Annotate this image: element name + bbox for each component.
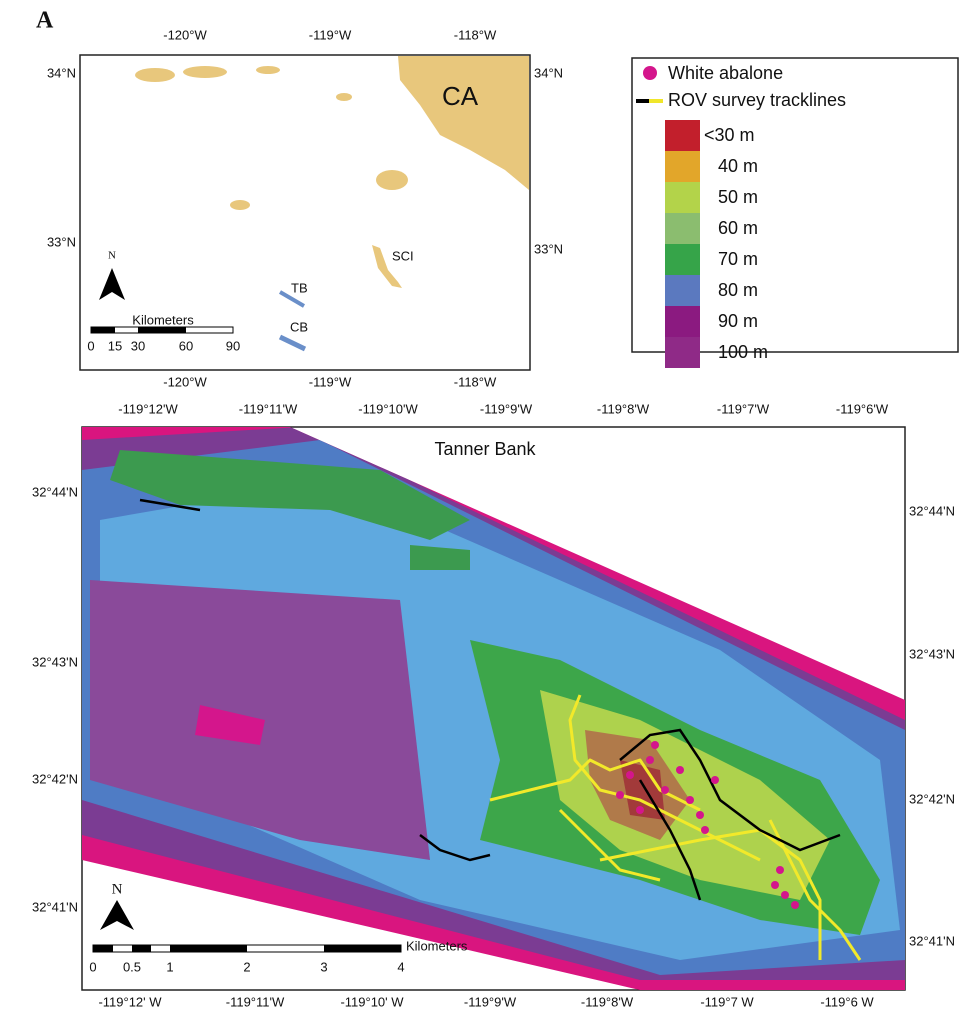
x-tick-label: -118°W — [454, 27, 497, 42]
x-tick-label: -119°7 W — [700, 994, 754, 1009]
legend-label: 70 m — [718, 249, 758, 269]
legend-swatch — [665, 244, 700, 275]
island — [256, 66, 280, 74]
legend-swatch — [665, 151, 700, 182]
scale-label: 60 — [179, 338, 193, 353]
scale-bar — [132, 945, 151, 952]
y-tick-label: 32°42'N — [909, 791, 955, 806]
legend-label: 80 m — [718, 280, 758, 300]
x-tick-label: -119°W — [309, 27, 352, 42]
scale-label: 30 — [131, 338, 145, 353]
x-tick-label: -119°11'W — [239, 401, 298, 416]
legend-label: 100 m — [718, 342, 768, 362]
x-tick-label: -119°W — [309, 374, 352, 389]
x-tick-label: -119°10' W — [340, 994, 404, 1009]
legend-swatch — [665, 306, 700, 337]
island — [135, 68, 175, 82]
x-tick-label: -119°12'W — [118, 401, 178, 416]
scale-bar — [324, 945, 401, 952]
y-tick-label: 32°44'N — [909, 503, 955, 518]
figure: A CA SCI TB CB N Kilometers White abalon… — [0, 0, 972, 1012]
legend-swatch — [665, 182, 700, 213]
scale-label: 90 — [226, 338, 240, 353]
island — [230, 200, 250, 210]
scale-label: 0.5 — [123, 959, 141, 974]
y-tick-label: 32°41'N — [32, 899, 78, 914]
legend-swatch — [665, 213, 700, 244]
island — [183, 66, 227, 78]
scale-bar — [138, 327, 186, 333]
x-tick-label: -120°W — [163, 27, 207, 42]
x-tick-label: -119°10'W — [358, 401, 418, 416]
x-tick-label: -120°W — [163, 374, 207, 389]
y-tick-label: 32°44'N — [32, 484, 78, 499]
legend-label: 60 m — [718, 218, 758, 238]
island — [376, 170, 408, 190]
x-tick-label: -119°8'W — [597, 401, 650, 416]
scale-label: 0 — [89, 959, 96, 974]
y-tick-label: 34°N — [47, 65, 76, 80]
scale-label: 3 — [320, 959, 327, 974]
scale-label: 15 — [108, 338, 122, 353]
legend-swatch — [665, 120, 700, 151]
north-label: N — [108, 250, 116, 262]
panel-label: A — [36, 8, 54, 34]
map-title: Tanner Bank — [434, 439, 536, 459]
legend-swatch — [665, 275, 700, 306]
legend-label: 40 m — [718, 156, 758, 176]
y-tick-label: 34°N — [534, 65, 563, 80]
x-tick-label: -118°W — [454, 374, 497, 389]
map-label: CB — [290, 319, 308, 334]
legend-label: 90 m — [718, 311, 758, 331]
y-tick-label: 33°N — [47, 234, 76, 249]
map-label: SCI — [392, 248, 414, 263]
island — [336, 93, 352, 101]
legend: White abalone ROV survey tracklines <30 … — [632, 58, 958, 368]
y-tick-label: 32°42'N — [32, 771, 78, 786]
y-tick-label: 32°43'N — [32, 654, 78, 669]
x-tick-label: -119°11'W — [226, 994, 285, 1009]
x-tick-label: -119°6 W — [820, 994, 874, 1009]
legend-label: 50 m — [718, 187, 758, 207]
main-map: Tanner Bank N Kilometers — [82, 427, 905, 990]
x-tick-label: -119°7'W — [717, 401, 770, 416]
x-tick-label: -119°9'W — [464, 994, 517, 1009]
y-tick-label: 32°41'N — [909, 933, 955, 948]
x-tick-label: -119°12' W — [98, 994, 162, 1009]
x-tick-label: -119°8'W — [581, 994, 634, 1009]
scale-title: Kilometers — [132, 312, 194, 327]
scale-label: 1 — [166, 959, 173, 974]
scale-bar — [170, 945, 247, 952]
scale-bar — [91, 327, 115, 333]
scale-label: 0 — [87, 338, 94, 353]
scale-title: Kilometers — [406, 938, 468, 953]
legend-swatch — [665, 337, 700, 368]
scale-label: 4 — [397, 959, 404, 974]
x-tick-label: -119°9'W — [480, 401, 533, 416]
y-tick-label: 32°43'N — [909, 646, 955, 661]
inset-map: CA SCI TB CB N Kilometers — [80, 55, 530, 370]
x-tick-label: -119°6'W — [836, 401, 889, 416]
y-tick-label: 33°N — [534, 241, 563, 256]
scale-label: 2 — [243, 959, 250, 974]
legend-label: White abalone — [668, 63, 783, 83]
legend-label: ROV survey tracklines — [668, 90, 846, 110]
abalone-symbol — [643, 66, 657, 80]
north-label: N — [112, 881, 123, 897]
map-label: CA — [442, 81, 479, 111]
scale-bar — [93, 945, 113, 952]
map-label: TB — [291, 280, 308, 295]
legend-label: <30 m — [704, 125, 755, 145]
